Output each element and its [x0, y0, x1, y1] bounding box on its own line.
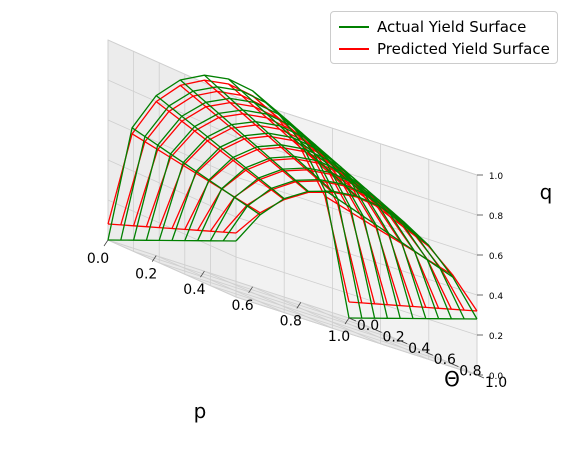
z-axis-label: q: [540, 180, 553, 204]
surfaces: [107, 74, 478, 320]
y-tick-mark: [425, 351, 433, 356]
grid-line-theta: [235, 97, 478, 376]
legend-entry-actual: Actual Yield Surface: [339, 17, 526, 37]
wire-rib: [228, 78, 357, 197]
x-tick-mark: [296, 302, 302, 309]
y-axis-label: Θ: [444, 367, 460, 391]
x-axis-label: p: [194, 399, 207, 423]
legend-label-predicted: Predicted Yield Surface: [377, 40, 550, 58]
legend-swatch-actual: [339, 26, 369, 28]
y-tick-mark: [400, 340, 408, 345]
y-tick-label: 0.8: [459, 364, 481, 380]
y-tick-label: 0.2: [382, 329, 404, 345]
z-tick-label: 0.6: [489, 252, 504, 262]
z-tick-label: 1.0: [489, 172, 504, 182]
legend-label-actual: Actual Yield Surface: [377, 18, 527, 36]
x-tick-mark: [151, 255, 157, 262]
legend: Actual Yield Surface Predicted Yield Sur…: [330, 11, 558, 64]
y-tick-mark: [476, 374, 485, 379]
x-tick-mark: [103, 239, 109, 247]
y-tick-label: 0.0: [357, 318, 379, 334]
wire-rib: [179, 79, 309, 192]
x-tick-label: 0.0: [87, 251, 109, 267]
x-tick-mark: [248, 286, 253, 294]
y-tick-mark: [374, 329, 382, 333]
wire-rib: [155, 101, 285, 201]
x-tick-mark: [200, 270, 205, 278]
x-tick-label: 0.4: [183, 282, 205, 298]
x-tick-label: 0.8: [280, 313, 302, 329]
wire-rib: [276, 110, 406, 224]
grid-line-theta: [209, 85, 452, 364]
wire-rib: [324, 189, 454, 278]
grid-line-q: [107, 39, 478, 176]
z-tick-label: 0.0: [489, 372, 504, 382]
y-tick-mark: [348, 317, 357, 322]
legend-entry-predicted: Predicted Yield Surface: [339, 39, 550, 59]
grid-line-theta: [133, 51, 375, 330]
grid-line-theta: [158, 62, 401, 342]
z-tick-label: 0.8: [489, 212, 504, 222]
wire-rib: [179, 84, 309, 193]
legend-swatch-predicted: [339, 48, 369, 50]
wire-rib: [348, 317, 478, 320]
wire-rib: [203, 74, 333, 192]
wire-rib: [107, 239, 237, 242]
tick-labels: 0.00.20.40.60.81.00.00.20.40.60.81.00.00…: [87, 172, 507, 391]
x-tick-label: 0.2: [135, 267, 157, 283]
wire-rib: [155, 95, 285, 200]
wire-rib: [348, 301, 478, 312]
wire-rib: [107, 223, 237, 234]
y-tick-label: 0.6: [434, 352, 456, 368]
wire-rib: [252, 90, 382, 208]
wire-rib: [300, 141, 430, 246]
y-tick-mark: [451, 363, 459, 367]
surface-actual: [107, 74, 478, 320]
x-tick-mark: [344, 317, 350, 325]
y-tick-label: 0.4: [408, 341, 430, 357]
wire-rib: [131, 127, 261, 216]
z-tick-label: 0.4: [489, 292, 504, 302]
x-tick-label: 1.0: [328, 329, 350, 345]
z-tick-label: 0.2: [489, 332, 503, 342]
y-tick-label: 1.0: [485, 375, 507, 391]
x-tick-label: 0.6: [231, 298, 253, 314]
